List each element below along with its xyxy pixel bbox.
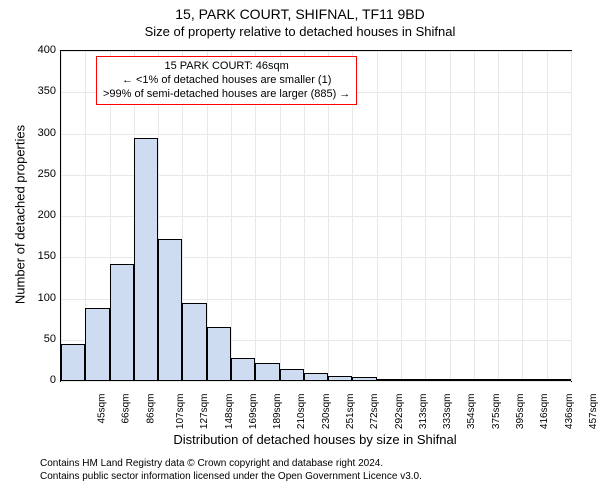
x-tick-label: 107sqm bbox=[175, 394, 186, 430]
chart-title-main: 15, PARK COURT, SHIFNAL, TF11 9BD bbox=[0, 0, 600, 22]
histogram-bar bbox=[377, 379, 401, 381]
x-tick-label: 127sqm bbox=[199, 394, 210, 430]
x-tick-label: 436sqm bbox=[564, 394, 575, 430]
histogram-bar bbox=[304, 373, 328, 381]
histogram-bar bbox=[255, 363, 279, 381]
histogram-bar bbox=[85, 308, 109, 381]
x-tick-label: 354sqm bbox=[467, 394, 478, 430]
x-tick-label: 251sqm bbox=[345, 394, 356, 430]
histogram-bar bbox=[450, 379, 474, 381]
histogram-bar bbox=[231, 358, 255, 381]
histogram-bar bbox=[110, 264, 134, 381]
histogram-bar bbox=[401, 379, 425, 381]
footer-line-2: Contains public sector information licen… bbox=[40, 471, 422, 484]
footer-line-1: Contains HM Land Registry data © Crown c… bbox=[40, 458, 422, 471]
x-axis-title: Distribution of detached houses by size … bbox=[60, 432, 570, 447]
y-tick-label: 50 bbox=[22, 333, 56, 345]
x-tick-label: 66sqm bbox=[121, 394, 132, 424]
x-tick-label: 457sqm bbox=[588, 394, 599, 430]
chart-title-sub: Size of property relative to detached ho… bbox=[0, 22, 600, 39]
x-tick-label: 333sqm bbox=[442, 394, 453, 430]
histogram-bar bbox=[425, 379, 449, 381]
y-tick-label: 250 bbox=[22, 168, 56, 180]
annotation-box: 15 PARK COURT: 46sqm ← <1% of detached h… bbox=[96, 56, 357, 105]
plot-area: 15 PARK COURT: 46sqm ← <1% of detached h… bbox=[60, 50, 572, 382]
annotation-line-1: 15 PARK COURT: 46sqm bbox=[103, 60, 350, 74]
y-tick-label: 200 bbox=[22, 209, 56, 221]
x-tick-label: 230sqm bbox=[321, 394, 332, 430]
annotation-line-2: ← <1% of detached houses are smaller (1) bbox=[103, 74, 350, 88]
x-tick-label: 169sqm bbox=[248, 394, 259, 430]
x-tick-label: 189sqm bbox=[272, 394, 283, 430]
x-tick-label: 272sqm bbox=[369, 394, 380, 430]
histogram-bar bbox=[61, 344, 85, 381]
histogram-bar bbox=[474, 379, 498, 381]
x-tick-label: 416sqm bbox=[539, 394, 550, 430]
footer-credits: Contains HM Land Registry data © Crown c… bbox=[40, 458, 422, 483]
y-tick-label: 0 bbox=[22, 374, 56, 386]
y-tick-label: 300 bbox=[22, 127, 56, 139]
x-tick-label: 292sqm bbox=[394, 394, 405, 430]
x-tick-label: 148sqm bbox=[224, 394, 235, 430]
x-tick-label: 395sqm bbox=[515, 394, 526, 430]
histogram-bar bbox=[352, 377, 376, 381]
x-tick-label: 313sqm bbox=[418, 394, 429, 430]
annotation-line-3: >99% of semi-detached houses are larger … bbox=[103, 88, 350, 102]
y-tick-label: 400 bbox=[22, 44, 56, 56]
chart-container: 15, PARK COURT, SHIFNAL, TF11 9BD Size o… bbox=[0, 0, 600, 500]
histogram-bar bbox=[182, 303, 206, 381]
y-tick-label: 150 bbox=[22, 250, 56, 262]
histogram-bar bbox=[328, 376, 352, 381]
histogram-bar bbox=[547, 379, 571, 381]
y-tick-label: 350 bbox=[22, 85, 56, 97]
histogram-bar bbox=[158, 239, 182, 381]
histogram-bar bbox=[522, 379, 546, 381]
x-tick-label: 375sqm bbox=[491, 394, 502, 430]
y-tick-label: 100 bbox=[22, 292, 56, 304]
x-tick-label: 86sqm bbox=[145, 394, 156, 424]
histogram-bar bbox=[280, 369, 304, 381]
x-tick-label: 210sqm bbox=[297, 394, 308, 430]
histogram-bar bbox=[134, 138, 158, 381]
x-tick-label: 45sqm bbox=[97, 394, 108, 424]
histogram-bar bbox=[498, 379, 522, 381]
histogram-bar bbox=[207, 327, 231, 381]
